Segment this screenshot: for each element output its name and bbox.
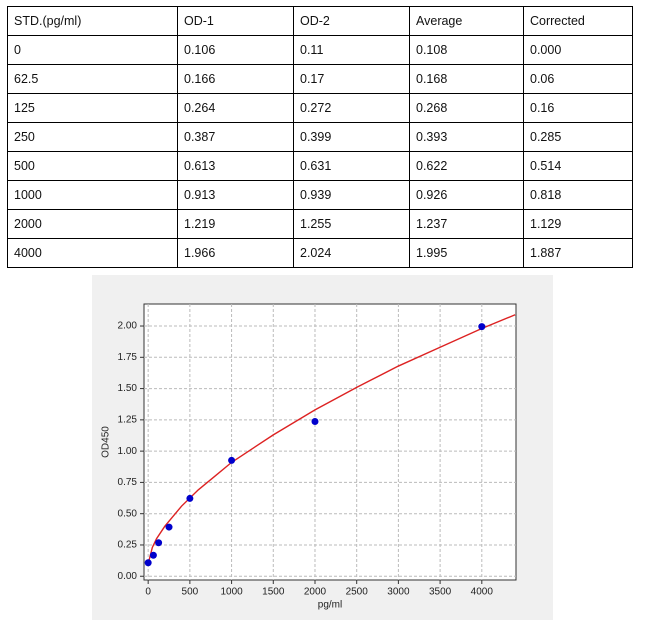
y-tick-label: 1.00 — [118, 446, 138, 457]
table-cell: 0.16 — [523, 93, 633, 123]
x-axis-label: pg/ml — [318, 600, 342, 611]
y-tick-label: 0.75 — [118, 477, 138, 488]
y-tick-label: 0.50 — [118, 508, 138, 519]
table-cell: 1.995 — [409, 238, 524, 268]
table-cell: 1.887 — [523, 238, 633, 268]
x-tick-label: 1500 — [262, 587, 285, 598]
table-cell: 0.939 — [293, 180, 410, 210]
table-cell: 2000 — [7, 209, 178, 239]
table-cell: 0 — [7, 35, 178, 65]
table-cell: 4000 — [7, 238, 178, 268]
table-cell: 0.166 — [177, 64, 294, 94]
table-row: 125 0.264 0.272 0.268 0.16 — [7, 93, 633, 123]
table-cell: 1000 — [7, 180, 178, 210]
table-cell: 0.106 — [177, 35, 294, 65]
table-cell: 250 — [7, 122, 178, 152]
y-tick-label: 0.00 — [118, 571, 138, 582]
table-cell: 0.272 — [293, 93, 410, 123]
data-point — [311, 417, 319, 425]
table-cell: 125 — [7, 93, 178, 123]
table-cell: 0.000 — [523, 35, 633, 65]
x-tick-label: 2000 — [304, 587, 327, 598]
table-row: 2000 1.219 1.255 1.237 1.129 — [7, 209, 633, 239]
table-cell: 0.818 — [523, 180, 633, 210]
x-tick-label: 3000 — [387, 587, 410, 598]
table-cell: 0.393 — [409, 122, 524, 152]
data-point — [149, 551, 157, 559]
header-row: STD.(pg/ml) OD-1 OD-2 Average Corrected — [7, 6, 633, 36]
data-point — [155, 539, 163, 547]
plot-area — [143, 303, 517, 581]
table-cell: 62.5 — [7, 64, 178, 94]
table-cell: 0.268 — [409, 93, 524, 123]
table-cell: 1.255 — [293, 209, 410, 239]
table-row: 4000 1.966 2.024 1.995 1.887 — [7, 238, 633, 268]
table-cell: 1.966 — [177, 238, 294, 268]
x-tick-label: 1000 — [220, 587, 243, 598]
table-cell: 0.264 — [177, 93, 294, 123]
table-cell: 0.913 — [177, 180, 294, 210]
table-cell: OD-2 — [293, 6, 410, 36]
standards-table: STD.(pg/ml) OD-1 OD-2 Average Corrected 0 0.10… — [7, 6, 633, 268]
table-cell: 0.613 — [177, 151, 294, 181]
table-cell: 0.17 — [293, 64, 410, 94]
x-tick-label: 2500 — [346, 587, 369, 598]
y-tick-label: 1.50 — [118, 383, 138, 394]
table-row: 62.5 0.166 0.17 0.168 0.06 — [7, 64, 633, 94]
table-cell: 0.06 — [523, 64, 633, 94]
y-tick-label: 1.75 — [118, 352, 138, 363]
table-row: 1000 0.913 0.939 0.926 0.818 — [7, 180, 633, 210]
table-row: 0 0.106 0.11 0.108 0.000 — [7, 35, 633, 65]
data-point — [165, 523, 173, 531]
data-point — [186, 494, 194, 502]
table-cell: 500 — [7, 151, 178, 181]
y-tick-label: 2.00 — [118, 321, 138, 332]
table-cell: 0.514 — [523, 151, 633, 181]
data-point — [144, 559, 152, 567]
table-cell: 0.285 — [523, 122, 633, 152]
y-axis-label: OD450 — [101, 426, 112, 458]
x-tick-label: 4000 — [471, 587, 494, 598]
data-point — [228, 456, 236, 464]
table-cell: STD.(pg/ml) — [7, 6, 178, 36]
table-cell: Corrected — [523, 6, 633, 36]
table-cell: OD-1 — [177, 6, 294, 36]
table-cell: Average — [409, 6, 524, 36]
x-tick-label: 500 — [182, 587, 199, 598]
table-cell: 1.219 — [177, 209, 294, 239]
data-point — [478, 323, 486, 331]
table-cell: 0.168 — [409, 64, 524, 94]
table-cell: 1.237 — [409, 209, 524, 239]
table-cell: 0.926 — [409, 180, 524, 210]
table-cell: 1.129 — [523, 209, 633, 239]
table-cell: 2.024 — [293, 238, 410, 268]
table-cell: 0.108 — [409, 35, 524, 65]
table-cell: 0.622 — [409, 151, 524, 181]
y-tick-label: 1.25 — [118, 414, 138, 425]
table-cell: 0.11 — [293, 35, 410, 65]
table-cell: 0.399 — [293, 122, 410, 152]
table-row: 500 0.613 0.631 0.622 0.514 — [7, 151, 633, 181]
table-row: 250 0.387 0.399 0.393 0.285 — [7, 122, 633, 152]
table-cell: 0.387 — [177, 122, 294, 152]
chart: pg/ml OD450 0 500 1000 1500 2000 2500 3000 3500… — [92, 275, 553, 620]
y-tick-label: 0.25 — [118, 540, 138, 551]
x-tick-label: 0 — [145, 587, 151, 598]
table-cell: 0.631 — [293, 151, 410, 181]
x-tick-label: 3500 — [429, 587, 452, 598]
